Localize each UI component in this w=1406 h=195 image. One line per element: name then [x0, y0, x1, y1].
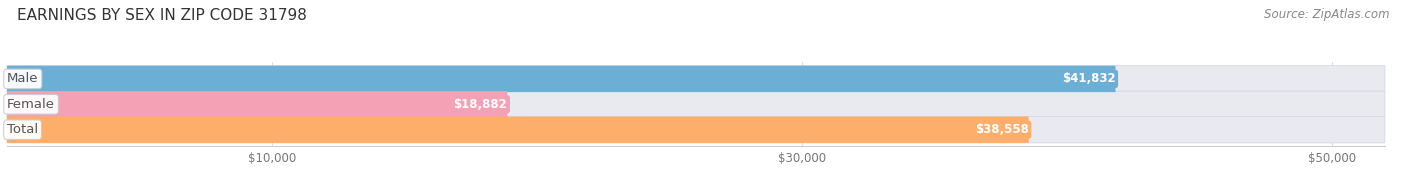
Text: Source: ZipAtlas.com: Source: ZipAtlas.com: [1264, 8, 1389, 21]
Text: Total: Total: [7, 123, 38, 136]
Text: Female: Female: [7, 98, 55, 111]
Text: Male: Male: [7, 72, 38, 85]
FancyBboxPatch shape: [7, 66, 1115, 92]
FancyBboxPatch shape: [7, 117, 1385, 143]
FancyBboxPatch shape: [7, 66, 1385, 92]
FancyBboxPatch shape: [7, 117, 1029, 143]
Text: $41,832: $41,832: [1062, 72, 1115, 85]
Text: $18,882: $18,882: [454, 98, 508, 111]
FancyBboxPatch shape: [7, 91, 1385, 118]
Text: $38,558: $38,558: [974, 123, 1029, 136]
Text: EARNINGS BY SEX IN ZIP CODE 31798: EARNINGS BY SEX IN ZIP CODE 31798: [17, 8, 307, 23]
FancyBboxPatch shape: [7, 91, 508, 118]
